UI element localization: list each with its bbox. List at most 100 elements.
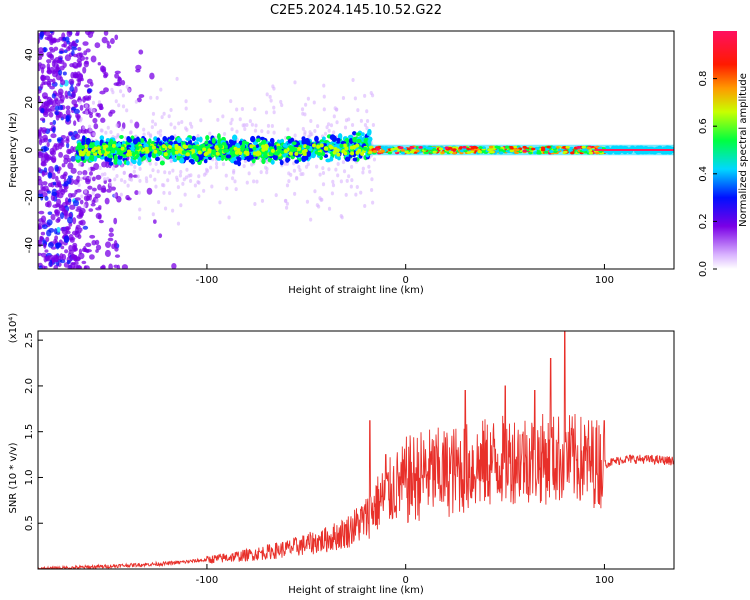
spectrogram-point xyxy=(292,161,296,166)
spectrogram-point xyxy=(80,128,87,134)
spectrogram-point xyxy=(137,216,142,221)
spectrogram-point xyxy=(79,161,83,166)
spectrogram-point xyxy=(44,195,49,201)
spectrogram-point xyxy=(78,248,82,255)
spectrogram-xlabel: Height of straight line (km) xyxy=(288,285,424,296)
spectrogram-point xyxy=(64,197,69,205)
spectrogram-point xyxy=(54,209,59,214)
spectrogram-point xyxy=(352,131,357,136)
spectrogram-point xyxy=(320,197,324,202)
spectrogram-point xyxy=(70,155,76,162)
spectrogram-point xyxy=(355,132,362,137)
spectrogram-point xyxy=(100,149,105,154)
spectrogram-point xyxy=(94,140,100,147)
spectrogram-point xyxy=(121,80,126,86)
spectrogram-point xyxy=(230,117,234,122)
spectrogram-point xyxy=(67,158,72,163)
spectrogram-point xyxy=(49,85,55,90)
spectrogram-point xyxy=(305,199,310,204)
spectrogram-point xyxy=(135,64,142,70)
spectrogram-point xyxy=(125,108,129,113)
spectrogram-point xyxy=(46,229,52,237)
spectrogram-point xyxy=(169,135,175,141)
spectrogram-point xyxy=(161,157,166,162)
spectrogram-point xyxy=(581,148,587,152)
spectrogram-point xyxy=(138,49,144,55)
spectrogram-point xyxy=(299,172,303,177)
spectrogram-point xyxy=(117,141,122,148)
spectrogram-point xyxy=(91,148,96,153)
spectrogram-point xyxy=(66,177,72,185)
spectrogram-point xyxy=(104,156,108,162)
spectrogram-point xyxy=(83,195,90,202)
spectrogram-point xyxy=(135,146,140,151)
spectrogram-point xyxy=(132,138,139,145)
spectrogram-point xyxy=(142,127,146,132)
spectrogram-point xyxy=(38,129,42,137)
spectrogram-point xyxy=(371,200,375,205)
spectrogram-point xyxy=(70,167,77,174)
spectrogram-point xyxy=(355,185,359,190)
spectrogram-point xyxy=(250,135,256,143)
spectrogram-point xyxy=(88,95,92,99)
spectrogram-point xyxy=(260,129,264,134)
spectrogram-point xyxy=(97,100,102,105)
spectrogram-point xyxy=(44,249,49,253)
spectrogram-point xyxy=(196,134,200,139)
spectrogram-point xyxy=(52,126,56,134)
spectrogram-point xyxy=(54,111,60,116)
spectrogram-point xyxy=(46,66,51,73)
spectrogram-point xyxy=(301,126,305,131)
spectrogram-point xyxy=(286,127,290,132)
spectrogram-point xyxy=(297,164,301,169)
spectrogram-point xyxy=(211,137,216,144)
spectrogram-point xyxy=(216,117,220,122)
spectrogram-point xyxy=(331,179,335,184)
spectrogram-point xyxy=(51,93,56,99)
spectrogram-point xyxy=(344,192,348,197)
spectrogram-point xyxy=(568,148,573,152)
spectrogram-point xyxy=(266,123,271,128)
spectrogram-point xyxy=(80,145,85,150)
spectrogram-point xyxy=(89,107,93,112)
spectrogram-point xyxy=(38,150,42,157)
spectrogram-point xyxy=(76,58,83,63)
spectrogram-point xyxy=(218,148,223,153)
spectrogram-point xyxy=(93,151,98,156)
spectrogram-point xyxy=(128,177,132,182)
figure-title: C2E5.2024.145.10.52.G22 xyxy=(270,3,442,18)
spectrogram-point xyxy=(58,111,64,119)
spectrogram-point xyxy=(75,39,79,43)
spectrogram-point xyxy=(235,107,239,112)
spectrogram-point xyxy=(65,135,70,142)
spectrogram-point xyxy=(540,148,546,152)
spectrogram-point xyxy=(204,171,208,176)
spectrogram-point xyxy=(100,117,106,123)
spectrogram-point xyxy=(54,242,61,249)
y-tick-label: 40 xyxy=(24,48,35,61)
x-tick-label: 0 xyxy=(403,575,409,586)
spectrogram-point xyxy=(120,146,125,151)
spectrogram-point xyxy=(285,183,290,188)
colorbar-tick-label: 0.0 xyxy=(698,261,709,277)
spectrogram-point xyxy=(332,150,337,155)
spectrogram-point xyxy=(312,100,316,105)
spectrogram-point xyxy=(272,86,276,91)
spectrogram-point xyxy=(83,174,87,179)
spectrogram-point xyxy=(209,165,213,170)
spectrogram-point xyxy=(94,239,100,246)
spectrogram-point xyxy=(128,130,133,135)
spectrogram-point xyxy=(188,121,193,126)
spectrogram-point xyxy=(104,130,108,135)
spectrogram-point xyxy=(304,102,308,107)
spectrogram-point xyxy=(285,201,289,206)
spectrogram-point xyxy=(83,189,88,194)
spectrogram-point xyxy=(168,191,172,196)
spectrogram-point xyxy=(51,257,58,263)
spectrogram-point xyxy=(203,159,208,164)
spectrogram-point xyxy=(48,138,52,143)
spectrogram-point xyxy=(66,31,73,38)
spectrogram-point xyxy=(88,171,93,176)
spectrogram-point xyxy=(117,159,123,166)
spectrogram-point xyxy=(254,123,258,128)
